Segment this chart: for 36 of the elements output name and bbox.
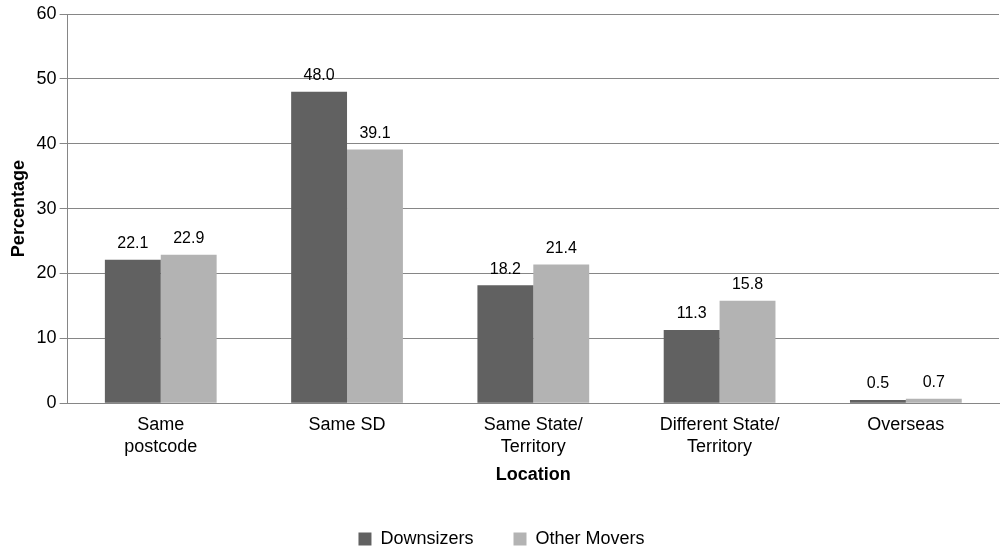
x-tick-label: Same postcode — [124, 413, 198, 456]
data-label: 48.0 — [303, 66, 335, 84]
x-axis-title: Location — [495, 464, 571, 485]
data-label: 0.7 — [922, 373, 946, 391]
x-tick-label: Same State/ Territory — [483, 413, 583, 456]
bar — [160, 254, 217, 403]
y-tick-label: 40 — [36, 132, 57, 153]
y-tick-label: 20 — [36, 262, 57, 283]
legend-label: Other Movers — [535, 527, 645, 548]
bar — [905, 398, 962, 403]
data-label: 0.5 — [866, 374, 890, 392]
bar — [347, 149, 403, 403]
bar — [291, 91, 348, 403]
x-tick-label: Different State/ Territory — [659, 413, 780, 456]
bar — [663, 329, 720, 403]
legend-label: Downsizers — [380, 527, 474, 548]
bar — [477, 285, 534, 403]
y-tick-label: 10 — [36, 327, 57, 348]
y-tick-label: 0 — [46, 392, 57, 413]
data-label: 21.4 — [545, 238, 577, 256]
data-label: 22.9 — [173, 229, 205, 247]
data-label: 11.3 — [676, 304, 707, 322]
data-label: 15.8 — [731, 275, 764, 293]
bar — [104, 259, 161, 403]
y-tick-label: 50 — [36, 67, 57, 88]
y-tick-label: 60 — [36, 2, 57, 23]
x-tick-label: Overseas — [867, 413, 945, 434]
y-tick-label: 30 — [36, 197, 57, 218]
data-label: 39.1 — [359, 123, 391, 141]
x-tick-label: Same SD — [308, 413, 386, 434]
y-axis-title: Percentage — [7, 160, 28, 258]
bar — [533, 264, 590, 403]
bar — [849, 399, 906, 403]
data-label: 22.1 — [117, 234, 149, 252]
data-label: 18.2 — [489, 259, 522, 277]
bar — [719, 300, 776, 403]
